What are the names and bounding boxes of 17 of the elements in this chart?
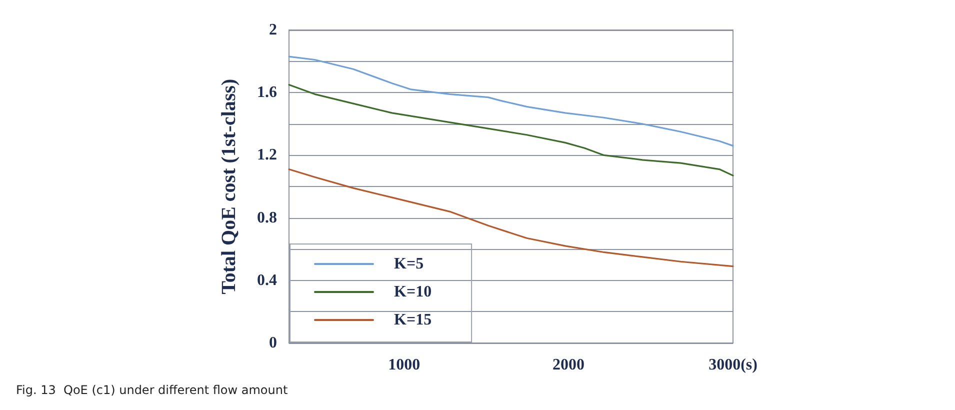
caption: Fig. 13 QoE (c1) under different flow amount (16, 383, 288, 397)
y-tick-label: 0.4 (257, 272, 277, 289)
y-tick-label: 2 (269, 22, 277, 38)
y-tick-label: 0.8 (257, 209, 277, 226)
y-tick-label: 1.6 (257, 84, 277, 102)
legend-label: K=10 (394, 284, 432, 300)
line-series (288, 84, 734, 176)
y-axis-title: Total QoE cost (1st-class) (218, 78, 240, 294)
legend-label: K=15 (394, 312, 432, 328)
y-tick-label: 1.2 (257, 146, 277, 164)
line-series (288, 56, 734, 147)
legend-label: K=5 (394, 256, 424, 272)
y-tick-label: 0 (269, 334, 277, 352)
x-tick-label: 3000(s) (708, 356, 758, 374)
line-series (288, 168, 734, 268)
x-tick-label: 1000 (388, 356, 420, 374)
x-tick-label: 2000 (552, 356, 585, 374)
